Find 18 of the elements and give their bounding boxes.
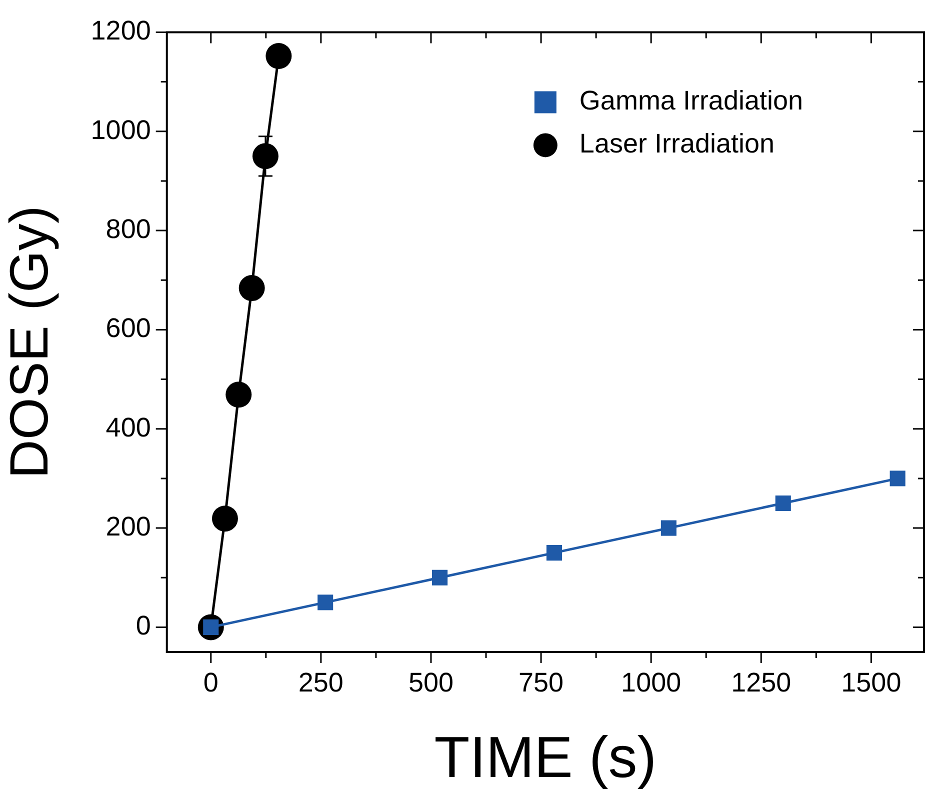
- y-tick-label: 1000: [90, 114, 151, 145]
- x-tick-label: 750: [518, 668, 564, 698]
- x-tick-label: 1250: [731, 668, 792, 698]
- y-tick-label: 800: [106, 214, 151, 244]
- x-tick-label: 250: [298, 668, 344, 698]
- x-tick-label: 0: [203, 668, 218, 698]
- x-tick-label: 1500: [841, 668, 902, 698]
- legend-label: Gamma Irradiation: [579, 86, 804, 116]
- y-tick-label: 200: [106, 511, 151, 542]
- x-axis-title: TIME (s): [434, 725, 657, 790]
- x-tick-label: 500: [408, 668, 454, 698]
- y-tick-label: 0: [136, 610, 151, 641]
- y-tick-label: 1200: [90, 16, 151, 46]
- y-tick-label: 600: [106, 313, 151, 344]
- x-tick-label: 1000: [621, 668, 682, 698]
- y-tick-label: 400: [106, 412, 151, 442]
- y-axis-title: DOSE (Gy): [0, 206, 60, 479]
- legend-label: Laser Irradiation: [579, 128, 775, 159]
